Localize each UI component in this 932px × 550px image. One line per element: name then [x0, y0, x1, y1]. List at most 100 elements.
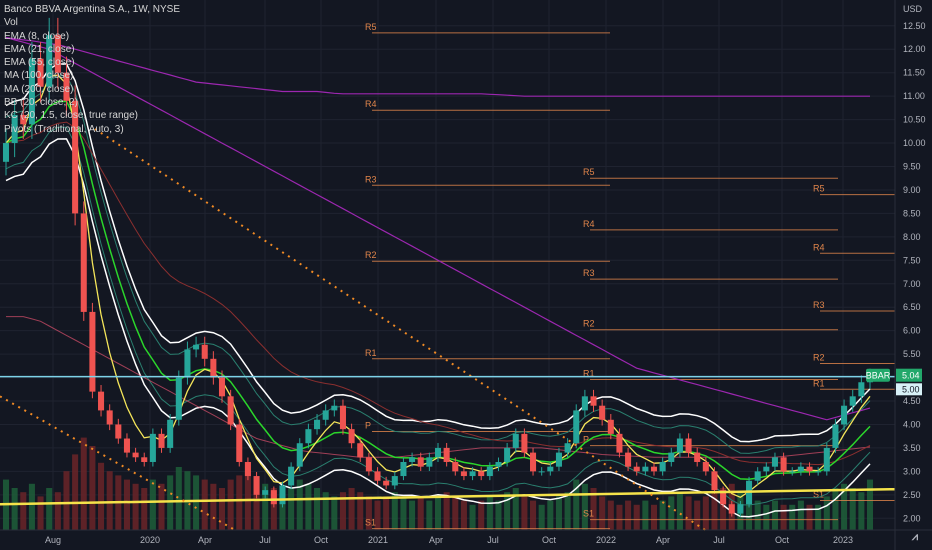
pivot-label: R1 [583, 368, 595, 378]
overlay: BBAR [0, 128, 896, 531]
tradingview-logo-icon[interactable]: ⩘ [911, 531, 919, 543]
candle-body [279, 485, 286, 505]
candle-body [841, 405, 848, 425]
candle-body [685, 438, 692, 453]
volume-bar [201, 479, 208, 530]
candle-body [106, 410, 113, 425]
kc-upper-line [5, 75, 871, 454]
candle-body [486, 466, 493, 477]
volume-bar [210, 483, 217, 530]
y-tick-label: 4.00 [903, 419, 921, 429]
legend-bb[interactable]: BB (20, close, 2) [4, 97, 78, 109]
candle-body [573, 410, 580, 444]
volume-bar [227, 479, 234, 530]
volume-bar [460, 500, 467, 530]
legend-vol[interactable]: Vol [4, 17, 18, 29]
legend-ma100[interactable]: MA (100, close) [4, 70, 74, 82]
candle-body [184, 349, 191, 378]
pivot-label: S1 [813, 489, 824, 499]
x-axis[interactable]: Aug 2020 Apr Jul Oct 2021 Apr Jul Oct 2022 Apr Jul O… [0, 529, 932, 545]
volume-bar [288, 488, 295, 530]
volume-bar [218, 488, 226, 530]
volume-bar [547, 500, 554, 530]
x-tick-label: Apr [198, 535, 212, 545]
candle-body [676, 438, 683, 453]
legend-ema55[interactable]: EMA (55, close) [4, 57, 75, 69]
pivot-label: R3 [365, 174, 377, 184]
volume-bar [365, 496, 372, 530]
y-tick-label: 8.00 [903, 232, 921, 242]
volume-bar [149, 479, 156, 530]
volume-bar [98, 462, 105, 530]
y-axis[interactable]: 2.00 2.50 3.00 3.50 4.00 4.50 5.00 5.50 6.00 6.50… [894, 0, 926, 550]
y-tick-label: 7.00 [903, 279, 921, 289]
legend-ma200[interactable]: MA (200, close) [4, 83, 74, 95]
candle-body [314, 419, 321, 430]
pivot-label: R5 [813, 184, 825, 194]
candle-body [668, 452, 675, 462]
candle-body [633, 466, 640, 472]
pivot-label: R5 [583, 167, 595, 177]
pivot-label: P [583, 435, 589, 445]
legend-ema21[interactable]: EMA (21, close) [4, 43, 75, 55]
pivot-label: R2 [583, 319, 595, 329]
volume-bar [590, 488, 597, 530]
lower-trendline [0, 395, 236, 531]
x-tick-label: Jul [259, 535, 271, 545]
candle-body [227, 396, 234, 425]
x-tick-label: 2020 [140, 535, 160, 545]
volume-bar [763, 504, 770, 530]
y-tick-label: 3.50 [903, 443, 921, 453]
volume-bar [633, 504, 640, 530]
volume-bar [331, 496, 338, 530]
candle-body [530, 452, 537, 472]
chart-title: Banco BBVA Argentina S.A., 1W, NYSE [4, 4, 181, 15]
candle-body [599, 405, 606, 420]
volume-bar [374, 500, 381, 530]
volume-bar [409, 500, 416, 530]
candle-body [167, 419, 174, 448]
grid [0, 0, 895, 530]
candle-body [132, 452, 139, 458]
volume-bar [11, 488, 18, 530]
volume-bar [20, 492, 27, 530]
volume-bar [599, 496, 606, 530]
y-tick-label: 6.00 [903, 326, 921, 336]
x-tick-label: 2023 [833, 535, 853, 545]
volume-bar [625, 500, 632, 530]
candle-body [858, 382, 865, 397]
volume-bar [659, 500, 666, 530]
bb-upper-line [5, 63, 871, 443]
volume-bar [530, 500, 537, 530]
volume-bar [305, 483, 312, 530]
y-tick-label: 3.00 [903, 466, 921, 476]
candle-body [158, 433, 165, 448]
volume-bar [832, 488, 839, 530]
candle-body [780, 457, 787, 472]
candle-body [141, 457, 148, 462]
candle-body [547, 466, 554, 472]
legend-kc[interactable]: KC (20, 1.5, close, true range) [4, 110, 138, 122]
pivot-label: S1 [365, 518, 376, 528]
legend-pivots[interactable]: Pivots (Traditional, Auto, 3) [4, 123, 124, 135]
symbol-badge[interactable] [866, 368, 890, 382]
volume-bars [2, 437, 874, 530]
ema55-line [5, 121, 871, 466]
candle-body [815, 471, 822, 473]
candle-body [218, 377, 226, 397]
volume-bar [806, 504, 813, 530]
legend-ema8[interactable]: EMA (8, close) [4, 30, 70, 42]
candle-body [823, 447, 830, 472]
candle-body [650, 466, 658, 472]
candle-body [11, 114, 18, 144]
volume-bar [262, 483, 269, 530]
volume-bar [123, 479, 130, 530]
candle-body [642, 466, 649, 472]
candle-body [504, 447, 511, 462]
candle-body [89, 311, 96, 392]
y-tick-label: 2.50 [903, 490, 921, 500]
volume-bar [417, 496, 424, 530]
price-line-label: 5.00 [902, 384, 920, 394]
volume-bar [383, 496, 390, 530]
